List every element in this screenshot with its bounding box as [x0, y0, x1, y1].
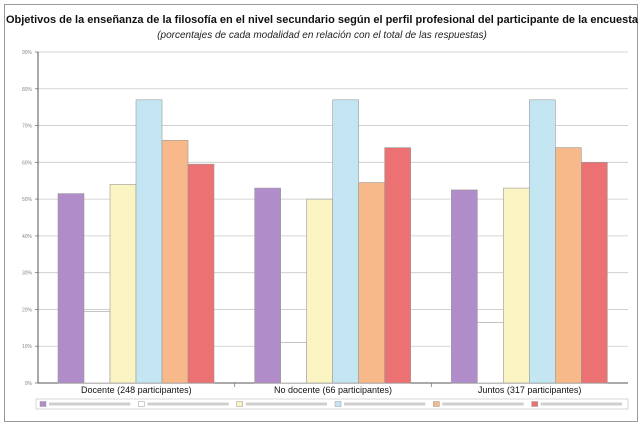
- y-tick-label: 60%: [22, 160, 33, 166]
- y-tick-label: 90%: [22, 50, 33, 56]
- bar: [161, 139, 189, 384]
- bar: [477, 322, 504, 384]
- category-label: Docente (248 participantes): [81, 385, 192, 395]
- bar: [332, 99, 359, 384]
- bar: [135, 99, 163, 384]
- legend-swatch: [531, 401, 538, 407]
- bar: [280, 342, 307, 384]
- legend-swatch: [236, 401, 243, 407]
- y-tick-label: 70%: [22, 124, 33, 130]
- bar: [503, 187, 530, 384]
- plot-area: 0% 10% 20% 30% 40% 50% 60% 70% 80% 90% Docente (24…: [22, 50, 628, 395]
- y-tick-label: 40%: [22, 234, 33, 240]
- bar: [306, 198, 333, 384]
- bar: [83, 310, 111, 384]
- category-label: Juntos (317 participantes): [478, 385, 582, 395]
- legend-swatch: [433, 401, 440, 407]
- legend-swatch: [39, 401, 47, 407]
- legend: [35, 398, 629, 410]
- chart-title: Objetivos de la enseñanza de la filosofí…: [5, 14, 639, 26]
- bar: [358, 182, 385, 384]
- y-tick-label: 0%: [25, 381, 33, 387]
- y-tick-label: 20%: [22, 307, 33, 313]
- y-tick-label: 50%: [22, 197, 33, 203]
- bar: [384, 147, 411, 384]
- legend-swatch: [138, 401, 145, 407]
- legend-swatch: [334, 401, 342, 407]
- category-label: No docente (66 participantes): [274, 385, 392, 395]
- bar: [254, 187, 281, 384]
- bar: [581, 162, 608, 384]
- bar: [451, 189, 478, 384]
- bar: [555, 147, 582, 384]
- chart-subtitle: (porcentajes de cada modalidad en relaci…: [157, 30, 487, 41]
- y-tick-label: 80%: [22, 87, 33, 93]
- bar: [187, 163, 215, 384]
- bar: [57, 193, 85, 384]
- y-tick-label: 30%: [22, 271, 33, 277]
- bar: [109, 184, 137, 384]
- bar: [529, 99, 556, 384]
- legend-box: [35, 398, 629, 410]
- y-tick-label: 10%: [22, 344, 33, 350]
